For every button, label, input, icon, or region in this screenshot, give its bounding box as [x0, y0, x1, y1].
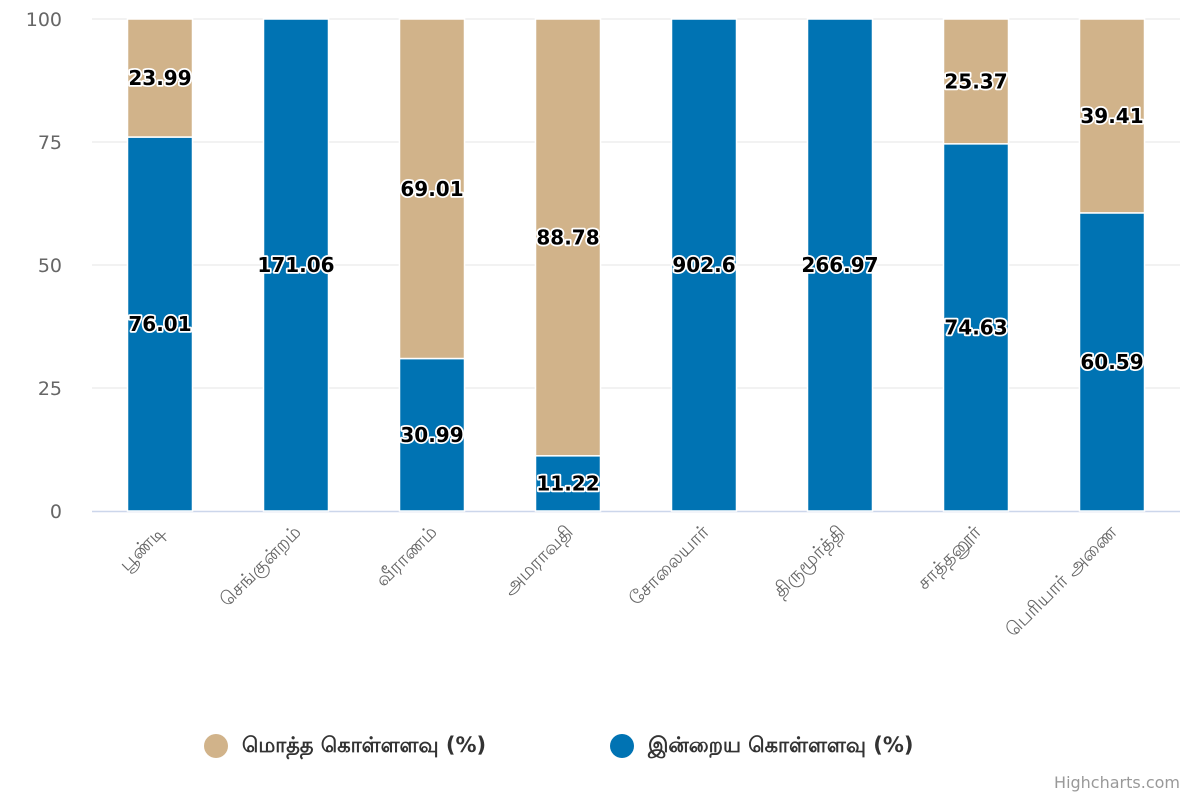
x-category-label: திருமூர்த்தி — [769, 521, 850, 602]
x-category-label: வீராணம் — [371, 521, 441, 591]
data-label: 23.99 — [128, 66, 191, 90]
legend-label-total-capacity: மொத்த கொள்ளளவு (%) — [242, 732, 487, 757]
data-label: 266.97 — [801, 253, 878, 277]
x-category-label: சோலையார் — [625, 521, 714, 610]
y-tick-label: 25 — [38, 378, 62, 400]
data-label: 69.01 — [400, 177, 463, 201]
y-tick-label: 75 — [38, 132, 62, 154]
legend-label-today-capacity: இன்றைய கொள்ளளவு (%) — [648, 732, 914, 757]
data-label: 30.99 — [400, 423, 463, 447]
y-tick-label: 50 — [38, 255, 62, 277]
x-category-label: சாத்தனூர் — [912, 521, 986, 595]
data-label: 11.22 — [536, 471, 599, 495]
bar-segment[interactable] — [126, 18, 194, 138]
legend: மொத்த கொள்ளளவு (%) இன்றைய கொள்ளளவு (%) — [0, 728, 1200, 764]
data-label: 902.6 — [672, 253, 735, 277]
data-label: 171.06 — [257, 253, 334, 277]
bar-segment[interactable] — [1078, 212, 1146, 512]
bar-segment[interactable] — [942, 18, 1010, 145]
data-label: 74.63 — [944, 315, 1007, 339]
x-category-label: பெரியார் அணை — [1001, 520, 1122, 641]
legend-swatch-today-capacity — [610, 734, 634, 758]
x-category-label: செங்குன்றம் — [215, 521, 306, 612]
data-label: 39.41 — [1080, 104, 1143, 128]
data-label: 88.78 — [536, 225, 599, 249]
x-category-label: அமராவதி — [498, 521, 578, 601]
bar-segment[interactable] — [670, 18, 738, 512]
bar-segment[interactable] — [126, 136, 194, 512]
bar-segment[interactable] — [942, 143, 1010, 512]
bar-segment[interactable] — [534, 18, 602, 457]
legend-item-total-capacity[interactable]: மொத்த கொள்ளளவு (%) — [204, 728, 486, 764]
x-category-label: பூண்டி — [115, 521, 170, 576]
bar-segment[interactable] — [398, 18, 466, 360]
data-label: 25.37 — [944, 69, 1007, 93]
y-tick-label: 0 — [50, 501, 62, 523]
bar-segment[interactable] — [262, 18, 330, 512]
legend-item-today-capacity[interactable]: இன்றைய கொள்ளளவு (%) — [610, 728, 914, 764]
y-tick-label: 100 — [26, 9, 62, 31]
legend-swatch-total-capacity — [204, 734, 228, 758]
data-label: 76.01 — [128, 312, 191, 336]
credits-link[interactable]: Highcharts.com — [1054, 773, 1180, 792]
bar-segment[interactable] — [1078, 18, 1146, 214]
data-label: 60.59 — [1080, 350, 1143, 374]
bar-segment[interactable] — [806, 18, 874, 512]
